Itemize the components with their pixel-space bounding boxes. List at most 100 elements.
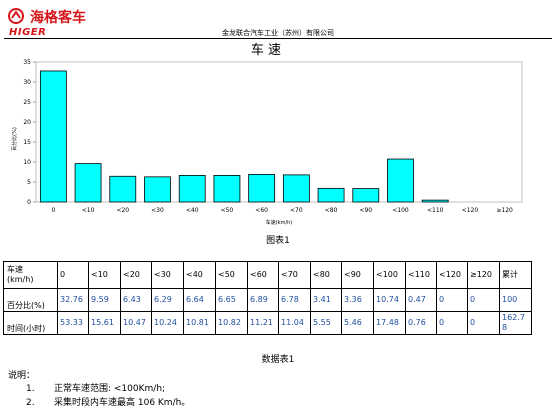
percent-cell: 32.76 — [57, 288, 89, 312]
header-divider — [4, 38, 552, 39]
note-text: 采集时段内车速最高 106 Km/h。 — [54, 398, 191, 408]
column-header: <80 — [310, 261, 342, 289]
time-cell: 5.46 — [341, 311, 374, 335]
y-tick-label: 20 — [23, 119, 31, 126]
higer-logo-mark-icon — [8, 8, 24, 24]
note-number: 1. — [26, 384, 35, 394]
column-header: ≥120 — [467, 261, 500, 289]
percent-cell: 6.89 — [247, 288, 279, 312]
header-label-top: 车速 — [7, 265, 23, 274]
column-header: <110 — [405, 261, 437, 289]
time-cell: 17.48 — [373, 311, 406, 335]
column-header: <120 — [436, 261, 468, 289]
y-tick-label: 5 — [27, 179, 31, 186]
x-tick-label: <90 — [359, 207, 372, 214]
percent-cell: 0 — [436, 288, 468, 312]
y-tick-label: 35 — [23, 59, 31, 66]
notes-title: 说明： — [8, 371, 36, 381]
brand-name-cn: 海格客车 — [30, 10, 86, 26]
percent-cell: 6.29 — [151, 288, 184, 312]
x-tick-label: <100 — [392, 207, 409, 214]
time-cell: 162.7 8 — [499, 311, 532, 335]
percent-cell: 100 — [499, 288, 532, 312]
bar-4 — [178, 175, 206, 203]
column-header: <70 — [278, 261, 311, 289]
bar-5 — [213, 174, 241, 203]
time-cell: 5.55 — [310, 311, 342, 335]
bar-9 — [352, 188, 380, 203]
percent-cell: 3.36 — [341, 288, 374, 312]
company-name: 金龙联合汽车工业（苏州）有限公司 — [222, 29, 334, 37]
time-cell: 15.61 — [88, 311, 121, 335]
chart-title: 车 速 — [251, 42, 281, 58]
x-tick-label: <10 — [82, 207, 95, 214]
header-label-cell: 车速 (km/h) — [3, 261, 58, 289]
row-label-cell: 时间(小时) — [3, 311, 58, 335]
table-header-row: 车速 (km/h) 0 <10 <20 <30 <40 <50 <60 <70 <80 <90 <1… — [3, 261, 532, 289]
percent-cell: 0 — [467, 288, 500, 312]
x-tick-label: <20 — [116, 207, 129, 214]
note-number: 2. — [26, 398, 35, 408]
bar-3 — [144, 176, 171, 203]
column-header: 累计 — [499, 261, 532, 289]
x-tick-label: 0 — [51, 207, 55, 214]
percent-cell: 6.78 — [278, 288, 311, 312]
y-tick-label: 0 — [27, 199, 31, 206]
y-tick-label: 10 — [23, 159, 31, 166]
column-header: <10 — [88, 261, 121, 289]
column-header: <40 — [183, 261, 216, 289]
x-tick-label: <110 — [427, 207, 444, 214]
column-header: <60 — [247, 261, 279, 289]
time-cell: 10.24 — [151, 311, 184, 335]
time-cell: 0 — [436, 311, 468, 335]
column-header: <50 — [215, 261, 248, 289]
time-cell: 0.76 — [405, 311, 437, 335]
percent-cell: 6.64 — [183, 288, 216, 312]
x-tick-label: <70 — [290, 207, 303, 214]
note-item: 2. 采集时段内车速最高 106 Km/h。 — [26, 395, 190, 408]
x-tick-label: <30 — [151, 207, 164, 214]
bar-8 — [317, 187, 345, 203]
x-tick-label: <40 — [186, 207, 199, 214]
y-tick-label: 25 — [23, 99, 31, 106]
speed-distribution-chart: 车 速 0 5 10 15 20 25 30 35 0 <10 <20 <30 <40 <50 <60 <7… — [11, 42, 523, 226]
percent-cell: 10.74 — [373, 288, 406, 312]
x-tick-label: ≥120 — [496, 207, 513, 214]
y-axis-label: 百分比(%) — [11, 127, 18, 151]
column-header: <100 — [373, 261, 406, 289]
time-cell: 10.82 — [215, 311, 248, 335]
row-label-cell: 百分比(%) — [3, 288, 58, 312]
time-cell: 10.47 — [120, 311, 152, 335]
y-tick-label: 30 — [23, 79, 31, 86]
plot-area-frame — [35, 61, 523, 203]
bar-10 — [387, 158, 414, 203]
percent-cell: 3.41 — [310, 288, 342, 312]
column-header: <30 — [151, 261, 184, 289]
x-axis-label: 车速(km/h) — [266, 219, 293, 226]
bar-6 — [248, 174, 276, 203]
row-label-time: 时间(小时) — [7, 324, 46, 333]
percent-cell: 0.47 — [405, 288, 437, 312]
x-tick-label: <120 — [462, 207, 479, 214]
header-label-bottom: (km/h) — [7, 275, 34, 284]
bar-2 — [109, 175, 137, 203]
chart-caption: 图表1 — [266, 236, 290, 246]
x-tick-label: <50 — [221, 207, 234, 214]
bar-0 — [39, 70, 67, 203]
column-header: <20 — [120, 261, 152, 289]
time-cell: 53.33 — [57, 311, 89, 335]
column-header: <90 — [341, 261, 374, 289]
table-caption: 数据表1 — [261, 355, 295, 365]
speed-data-table: 车速 (km/h) 0 <10 <20 <30 <40 <50 <60 <70 <80 <90 <1… — [3, 261, 532, 335]
note-text: 正常车速范围: <100Km/h; — [54, 384, 166, 394]
bar-11 — [421, 199, 449, 203]
time-cell: 11.04 — [278, 311, 311, 335]
time-cell: 0 — [467, 311, 500, 335]
percent-cell: 6.43 — [120, 288, 152, 312]
note-item: 1. 正常车速范围: <100Km/h; — [26, 381, 165, 394]
percent-cell: 6.65 — [215, 288, 248, 312]
y-tick-label: 15 — [23, 139, 31, 146]
brand-name-en: HIGER — [9, 27, 47, 38]
time-cell: 10.81 — [183, 311, 216, 335]
table-row-percent: 百分比(%) 32.76 9.59 6.43 6.29 6.64 6.65 6.89 6.78 3… — [3, 288, 532, 312]
